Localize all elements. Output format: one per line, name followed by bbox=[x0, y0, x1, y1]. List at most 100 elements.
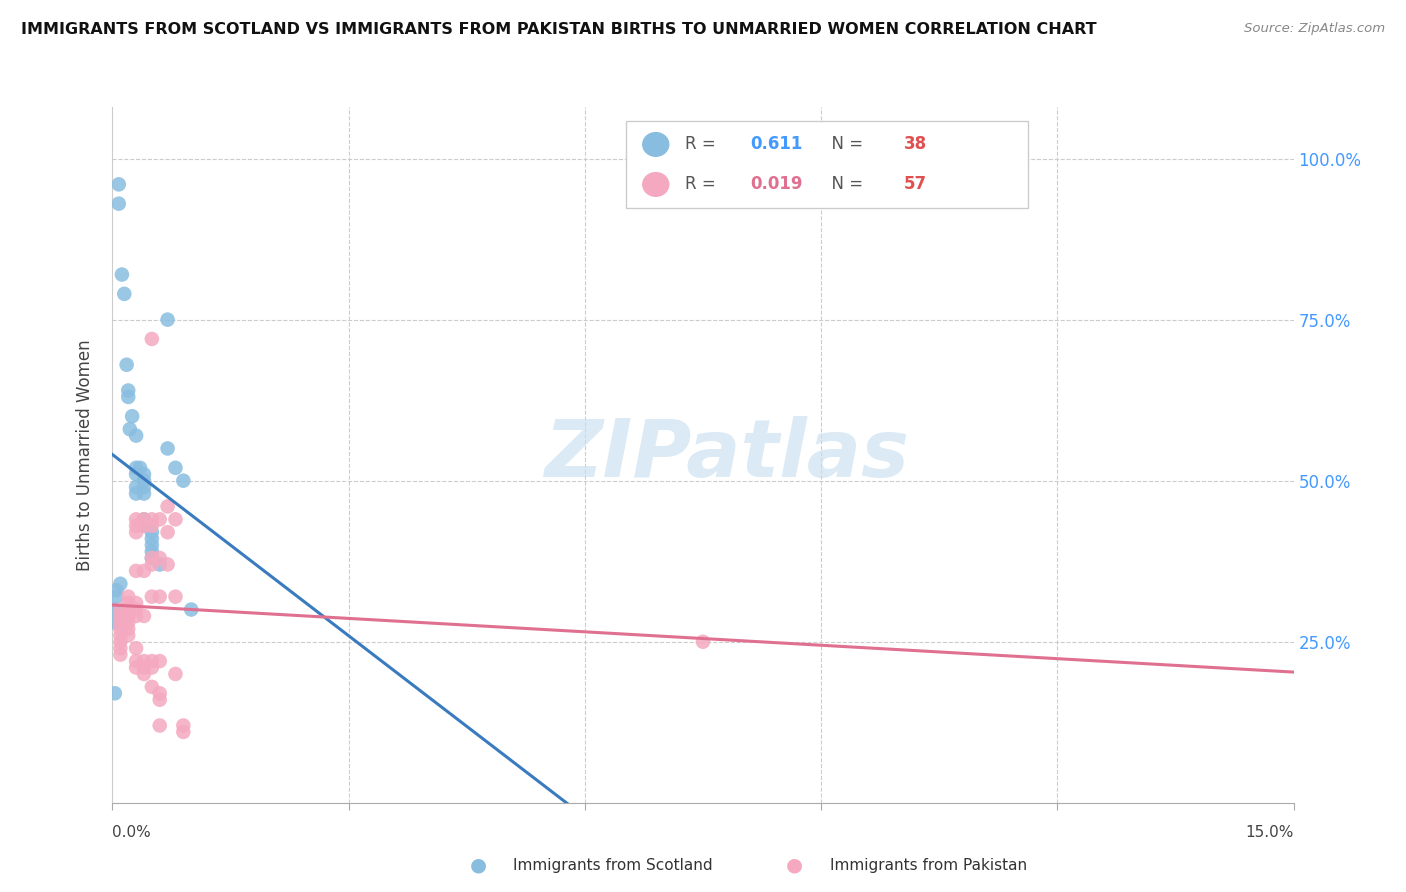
Point bbox=[132, 660, 155, 674]
Point bbox=[125, 428, 148, 442]
Point bbox=[110, 622, 132, 636]
Point bbox=[117, 615, 139, 630]
Point bbox=[141, 654, 163, 668]
Point bbox=[125, 609, 148, 624]
Point bbox=[132, 564, 155, 578]
Text: ●: ● bbox=[786, 855, 803, 875]
Point bbox=[125, 641, 148, 656]
Point bbox=[141, 532, 163, 546]
Point bbox=[129, 460, 152, 475]
Point bbox=[117, 622, 139, 636]
Point bbox=[132, 467, 155, 482]
Point bbox=[141, 660, 163, 674]
Point bbox=[141, 518, 163, 533]
Text: 0.0%: 0.0% bbox=[112, 825, 152, 840]
Point bbox=[110, 628, 132, 642]
Point bbox=[132, 512, 155, 526]
Text: ZIPatlas: ZIPatlas bbox=[544, 416, 910, 494]
Point bbox=[110, 648, 132, 662]
Point bbox=[156, 312, 179, 326]
Point bbox=[132, 512, 155, 526]
Point bbox=[156, 558, 179, 572]
FancyBboxPatch shape bbox=[626, 121, 1028, 208]
Point bbox=[165, 667, 187, 681]
Point bbox=[141, 680, 163, 694]
Y-axis label: Births to Unmarried Women: Births to Unmarried Women bbox=[76, 339, 94, 571]
Point bbox=[141, 590, 163, 604]
Point bbox=[125, 602, 148, 616]
Text: 15.0%: 15.0% bbox=[1246, 825, 1294, 840]
Point bbox=[118, 422, 141, 436]
Point bbox=[156, 525, 179, 540]
Point bbox=[125, 518, 148, 533]
Point bbox=[149, 686, 172, 700]
Point bbox=[112, 286, 135, 301]
Point bbox=[692, 634, 714, 648]
Point bbox=[117, 384, 139, 398]
Point bbox=[125, 480, 148, 494]
Point bbox=[125, 654, 148, 668]
Point bbox=[132, 667, 155, 681]
Point bbox=[141, 512, 163, 526]
Point bbox=[156, 442, 179, 456]
Point bbox=[117, 390, 139, 404]
Point bbox=[172, 474, 194, 488]
Point bbox=[165, 590, 187, 604]
Point bbox=[104, 686, 127, 700]
Text: ●: ● bbox=[470, 855, 486, 875]
Point bbox=[132, 480, 155, 494]
Point bbox=[149, 551, 172, 566]
Point bbox=[156, 500, 179, 514]
Point bbox=[117, 609, 139, 624]
Point bbox=[180, 602, 202, 616]
Point bbox=[141, 558, 163, 572]
Point bbox=[110, 602, 132, 616]
Point bbox=[132, 654, 155, 668]
Point bbox=[125, 660, 148, 674]
Point bbox=[141, 551, 163, 566]
Point bbox=[165, 460, 187, 475]
Point bbox=[172, 725, 194, 739]
Point bbox=[121, 409, 143, 424]
Point bbox=[110, 609, 132, 624]
Text: IMMIGRANTS FROM SCOTLAND VS IMMIGRANTS FROM PAKISTAN BIRTHS TO UNMARRIED WOMEN C: IMMIGRANTS FROM SCOTLAND VS IMMIGRANTS F… bbox=[21, 22, 1097, 37]
Point bbox=[141, 332, 163, 346]
Text: N =: N = bbox=[821, 136, 869, 153]
Point bbox=[141, 551, 163, 566]
Point bbox=[110, 576, 132, 591]
Point bbox=[105, 590, 128, 604]
Point bbox=[141, 544, 163, 558]
Text: 57: 57 bbox=[904, 176, 927, 194]
Point bbox=[111, 268, 134, 282]
Point bbox=[149, 590, 172, 604]
Text: 0.611: 0.611 bbox=[751, 136, 803, 153]
Point bbox=[132, 486, 155, 500]
Point bbox=[132, 474, 155, 488]
Point bbox=[125, 467, 148, 482]
Point bbox=[125, 596, 148, 610]
Text: 38: 38 bbox=[904, 136, 927, 153]
Text: Source: ZipAtlas.com: Source: ZipAtlas.com bbox=[1244, 22, 1385, 36]
Text: Immigrants from Pakistan: Immigrants from Pakistan bbox=[830, 858, 1026, 872]
Point bbox=[149, 512, 172, 526]
Point bbox=[105, 583, 128, 598]
Point bbox=[104, 615, 127, 630]
Point bbox=[117, 596, 139, 610]
Point bbox=[132, 518, 155, 533]
Point bbox=[125, 460, 148, 475]
Point bbox=[107, 178, 129, 192]
Point bbox=[141, 525, 163, 540]
Text: Immigrants from Scotland: Immigrants from Scotland bbox=[513, 858, 713, 872]
Ellipse shape bbox=[643, 173, 669, 196]
Point bbox=[132, 518, 155, 533]
Point bbox=[117, 590, 139, 604]
Point bbox=[125, 486, 148, 500]
Point bbox=[115, 358, 138, 372]
Text: R =: R = bbox=[685, 176, 721, 194]
Point bbox=[172, 718, 194, 732]
Point bbox=[110, 641, 132, 656]
Point bbox=[125, 512, 148, 526]
Text: R =: R = bbox=[685, 136, 721, 153]
Point bbox=[125, 564, 148, 578]
Point bbox=[149, 718, 172, 732]
